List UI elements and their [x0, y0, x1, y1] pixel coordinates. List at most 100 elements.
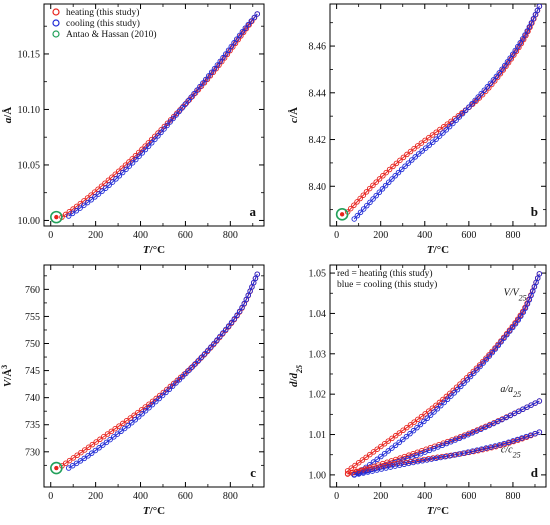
data-point [380, 173, 386, 179]
reference-point [335, 208, 349, 221]
x-tick-label: 0 [334, 230, 339, 241]
data-point [404, 151, 410, 158]
data-point [417, 421, 424, 428]
data-point [520, 309, 527, 315]
data-point [126, 163, 133, 169]
data-point [220, 54, 226, 61]
panel-c: 0 200 400 600 800 730 735 740 745 750 755 760 T/°C V/… [0, 264, 265, 517]
data-point [438, 402, 444, 409]
data-point [102, 185, 109, 191]
x-tick-label: 800 [505, 491, 520, 502]
data-point [152, 136, 158, 143]
data-point [507, 412, 514, 419]
data-point [214, 337, 220, 343]
data-point [156, 395, 162, 402]
data-point [132, 417, 138, 423]
data-point [352, 462, 358, 469]
x-tick-label: 600 [178, 491, 193, 502]
data-point [120, 420, 126, 427]
x-tick-label: 0 [334, 491, 339, 502]
data-point [248, 18, 255, 24]
data-point [518, 313, 524, 319]
data-point [456, 114, 463, 120]
data-point [106, 182, 112, 188]
series-0 [59, 11, 261, 220]
data-point [142, 407, 149, 414]
data-point [515, 317, 522, 323]
data-point [400, 154, 407, 161]
legend-marker [52, 8, 60, 16]
data-point [129, 160, 136, 166]
data-point [402, 163, 408, 169]
data-point [393, 160, 400, 167]
data-point [397, 157, 403, 164]
data-point [74, 452, 80, 459]
data-point [431, 409, 437, 415]
y-tick-label: 10.15 [18, 49, 41, 60]
y-tick-label: 10.00 [18, 216, 41, 227]
series-line [68, 273, 258, 469]
data-point [214, 62, 221, 68]
data-point [65, 213, 72, 219]
data-point [135, 414, 142, 420]
legend-note: blue = cooling (this study) [337, 279, 437, 290]
data-point [148, 136, 155, 143]
data-point [69, 462, 76, 469]
data-point [81, 455, 87, 462]
series-1 [351, 271, 543, 478]
data-point [167, 119, 173, 125]
legend-label: cooling (this study) [66, 18, 140, 29]
data-point [182, 101, 188, 108]
data-point [194, 87, 200, 93]
plot-frame [43, 264, 265, 488]
data-point [202, 350, 208, 357]
panel-d: 0 200 400 600 800 1.00 1.01 1.02 1.03 1.04 1.05 T/°… [288, 264, 547, 517]
series-5 [351, 429, 543, 478]
data-point [142, 146, 149, 153]
data-point [512, 47, 519, 54]
x-tick-label: 200 [88, 491, 103, 502]
data-point [73, 208, 80, 214]
data-point [433, 129, 439, 135]
data-point [536, 4, 543, 10]
data-point [81, 202, 87, 209]
data-point [125, 422, 131, 429]
data-point [427, 412, 434, 418]
data-point [254, 271, 261, 277]
series-2 [335, 208, 349, 221]
data-point [225, 47, 232, 54]
data-point [223, 51, 229, 57]
data-point [108, 428, 115, 435]
data-point [170, 115, 176, 122]
y-tick-label: 730 [25, 447, 40, 458]
data-point [415, 151, 422, 157]
data-point [107, 436, 113, 443]
data-point [185, 98, 191, 104]
data-point [504, 331, 510, 338]
data-point [85, 444, 92, 451]
y-tick-label: 1.04 [309, 309, 327, 320]
x-axis-label: T/°C [143, 244, 165, 256]
data-point [112, 425, 118, 432]
series-1 [65, 11, 261, 219]
y-tick-label: 10.10 [18, 105, 41, 116]
panel-letter: b [531, 204, 538, 219]
data-point [348, 205, 354, 212]
data-point [499, 416, 505, 423]
data-point [415, 416, 421, 423]
data-point [153, 398, 159, 405]
data-point [114, 431, 121, 437]
series-1 [351, 4, 543, 222]
data-point [123, 166, 129, 173]
data-point [459, 110, 465, 116]
data-point [492, 346, 499, 352]
x-tick-label: 600 [461, 491, 476, 502]
x-tick-label: 800 [505, 230, 520, 241]
data-point [366, 185, 373, 192]
data-point [451, 390, 457, 396]
data-point [509, 324, 516, 331]
data-point [231, 40, 237, 46]
data-point [495, 342, 501, 349]
data-point [357, 195, 363, 202]
